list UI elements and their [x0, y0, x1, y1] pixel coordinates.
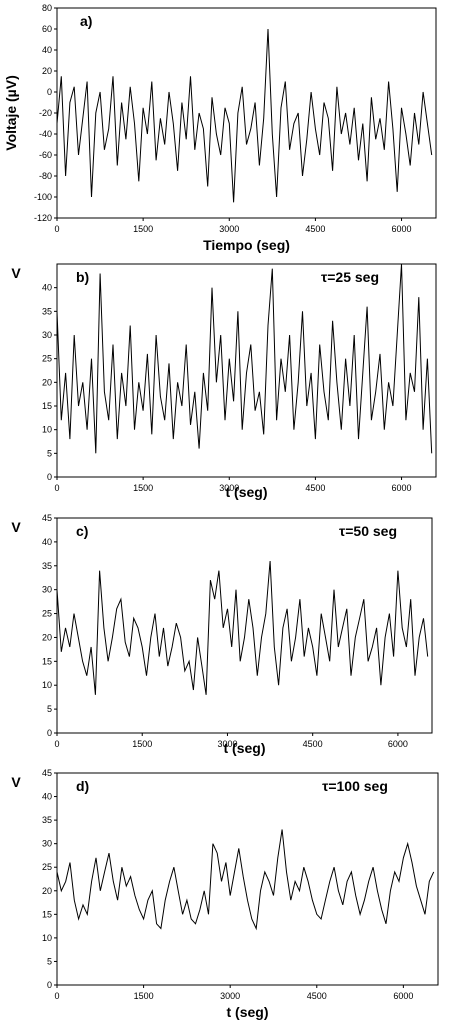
x-tick-label: 0: [54, 483, 59, 493]
y-tick-label: 0: [47, 87, 52, 97]
y-tick-label: 10: [42, 680, 52, 690]
series-line: [56, 560, 429, 695]
x-axis-label: t (seg): [227, 1004, 269, 1020]
y-tick-label: 25: [42, 862, 52, 872]
y-tick-label: 40: [42, 537, 52, 547]
x-tick-label: 3000: [219, 483, 239, 493]
y-tick-label: 35: [42, 561, 52, 571]
y-tick-label: 25: [42, 609, 52, 619]
x-axis-label: t (seg): [224, 740, 266, 756]
y-tick-label: 80: [42, 3, 52, 13]
panel-label: a): [80, 13, 92, 29]
y-axis-label: Voltaje (µV): [3, 75, 19, 150]
y-tick-label: 0: [47, 980, 52, 990]
y-tick-label: 40: [42, 792, 52, 802]
tau-annotation: τ=25 seg: [321, 269, 379, 285]
y-axis-label: V: [11, 265, 21, 281]
panel-label: b): [76, 269, 89, 285]
series-line: [56, 829, 435, 931]
x-tick-label: 6000: [392, 483, 412, 493]
panel-c: 0 5 10 15 20 25 30 35 40 45 0 1500 3000 4500 6000 c) τ=5…: [11, 513, 433, 756]
y-tick-label: 60: [42, 24, 52, 34]
y-tick-label: 30: [42, 585, 52, 595]
x-tick-label: 4500: [307, 991, 327, 1001]
panel-a: -120 -100 -80 -60 -40 -20 0 20 40 60 80 0 1500 3000 45…: [3, 3, 437, 253]
y-tick-label: 15: [42, 909, 52, 919]
y-tick-label: 35: [42, 815, 52, 825]
y-tick-label: 35: [42, 306, 52, 316]
x-tick-label: 0: [54, 991, 59, 1001]
y-tick-label: -40: [39, 129, 52, 139]
y-tick-label: 45: [42, 513, 52, 523]
x-axis-label: t (seg): [226, 484, 268, 500]
tau-annotation: τ=100 seg: [322, 778, 388, 794]
y-tick-label: -20: [39, 108, 52, 118]
x-tick-label: 1500: [133, 224, 153, 234]
y-tick-label: 10: [42, 425, 52, 435]
y-tick-label: 45: [42, 768, 52, 778]
y-tick-label: 5: [47, 448, 52, 458]
series-line: [56, 28, 433, 203]
y-tick-label: -120: [34, 213, 52, 223]
series-line: [56, 263, 433, 454]
y-tick-label: 0: [47, 728, 52, 738]
y-tick-label: 15: [42, 656, 52, 666]
panel-label: c): [76, 523, 88, 539]
y-axis-label: V: [11, 774, 21, 790]
y-tick-label: 30: [42, 839, 52, 849]
y-axis-label: V: [11, 519, 21, 535]
panel-b: 0 5 10 15 20 25 30 35 40 0 1500 3000 4500 6000 b) τ=25 …: [11, 263, 437, 500]
y-tick-label: -80: [39, 171, 52, 181]
x-tick-label: 3000: [217, 739, 237, 749]
x-tick-label: 0: [54, 739, 59, 749]
y-tick-label: 30: [42, 330, 52, 340]
x-tick-label: 6000: [393, 991, 413, 1001]
y-tick-label: 10: [42, 933, 52, 943]
y-tick-label: 20: [42, 377, 52, 387]
y-tick-label: 25: [42, 354, 52, 364]
x-tick-label: 1500: [132, 739, 152, 749]
x-tick-label: 4500: [303, 739, 323, 749]
plot-frame: [56, 7, 437, 219]
y-tick-label: 20: [42, 886, 52, 896]
x-tick-label: 6000: [388, 739, 408, 749]
y-tick-label: 40: [42, 45, 52, 55]
x-tick-label: 1500: [134, 991, 154, 1001]
x-tick-label: 3000: [219, 224, 239, 234]
y-tick-label: 5: [47, 956, 52, 966]
panel-label: d): [76, 778, 89, 794]
x-tick-label: 6000: [392, 224, 412, 234]
plot-frame: [56, 772, 439, 986]
x-tick-label: 3000: [220, 991, 240, 1001]
y-tick-label: 0: [47, 472, 52, 482]
x-tick-label: 1500: [133, 483, 153, 493]
panel-d: 0 5 10 15 20 25 30 35 40 45 0 1500 3000 4500 6000 d) τ=1…: [11, 768, 439, 1020]
y-tick-label: -100: [34, 192, 52, 202]
y-tick-label: 20: [42, 632, 52, 642]
y-tick-label: -60: [39, 150, 52, 160]
y-tick-label: 20: [42, 66, 52, 76]
y-tick-label: 40: [42, 283, 52, 293]
x-tick-label: 0: [54, 224, 59, 234]
x-tick-label: 4500: [305, 483, 325, 493]
y-tick-label: 5: [47, 704, 52, 714]
tau-annotation: τ=50 seg: [339, 523, 397, 539]
plot-frame: [56, 263, 437, 478]
x-tick-label: 4500: [305, 224, 325, 234]
plot-frame: [56, 517, 433, 734]
x-axis-label: Tiempo (seg): [203, 237, 290, 253]
y-tick-label: 15: [42, 401, 52, 411]
